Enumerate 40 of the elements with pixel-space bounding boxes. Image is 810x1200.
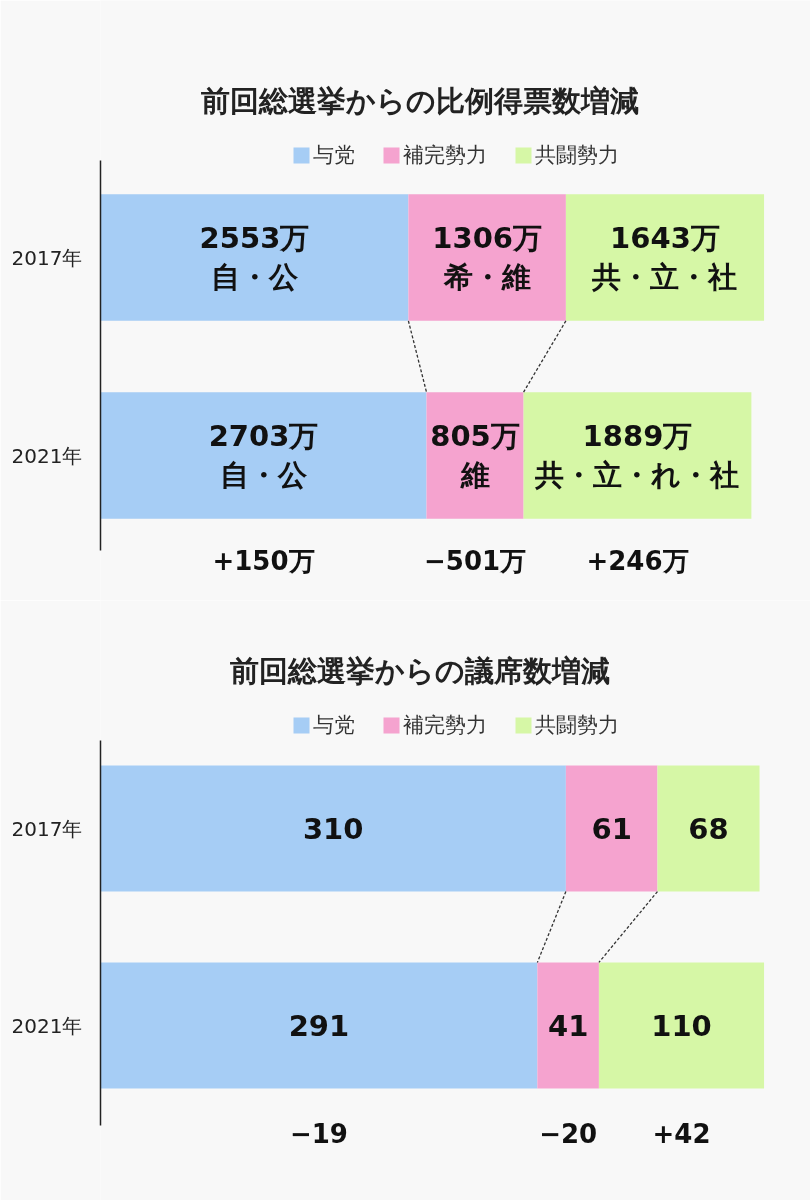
bar xyxy=(100,962,538,1089)
bar xyxy=(598,962,765,1089)
annotation: −501万 xyxy=(424,545,527,576)
data-label: 2553万自・公 xyxy=(199,220,310,295)
legend-label: 与党 xyxy=(313,712,355,739)
data-label: 1643万共・立・社 xyxy=(591,220,738,295)
data-label: 61 xyxy=(591,812,632,846)
legend-label: 与党 xyxy=(313,142,355,169)
legend-label: 補完勢力 xyxy=(403,712,487,739)
data-label: 310 xyxy=(302,812,364,846)
bar xyxy=(523,392,752,519)
data-label: 68 xyxy=(688,812,729,846)
bar xyxy=(100,765,566,892)
bar xyxy=(657,765,760,892)
bar xyxy=(565,765,658,892)
annotation: +150万 xyxy=(212,545,315,576)
annotation: +246万 xyxy=(586,545,689,576)
y-tick-label: 2017年 xyxy=(11,245,83,270)
annotation: +42 xyxy=(652,1118,711,1149)
data-label: 110 xyxy=(651,1009,712,1043)
bar xyxy=(537,962,599,1089)
data-label: 805万維 xyxy=(430,418,520,493)
bar xyxy=(100,392,427,519)
legend-label: 共闘勢力 xyxy=(535,142,619,169)
bar xyxy=(100,194,409,321)
legend-label: 共闘勢力 xyxy=(535,712,619,739)
data-label: 291 xyxy=(288,1009,350,1043)
data-label: 41 xyxy=(547,1009,589,1043)
y-tick-label: 2017年 xyxy=(11,816,83,841)
bar xyxy=(565,194,765,321)
annotation: −19 xyxy=(289,1118,348,1149)
legend-label: 補完勢力 xyxy=(403,142,487,169)
annotation: −20 xyxy=(539,1118,598,1149)
data-label: 1306万希・維 xyxy=(432,220,543,295)
chart-title: 前回総選挙からの議席数増減 xyxy=(229,653,610,688)
chart-title: 前回総選挙からの比例得票数増減 xyxy=(200,83,639,118)
data-label: 2703万自・公 xyxy=(208,418,319,493)
y-tick-label: 2021年 xyxy=(11,443,83,468)
data-label: 1889万共・立・れ・社 xyxy=(534,418,740,493)
y-tick-label: 2021年 xyxy=(11,1013,83,1038)
